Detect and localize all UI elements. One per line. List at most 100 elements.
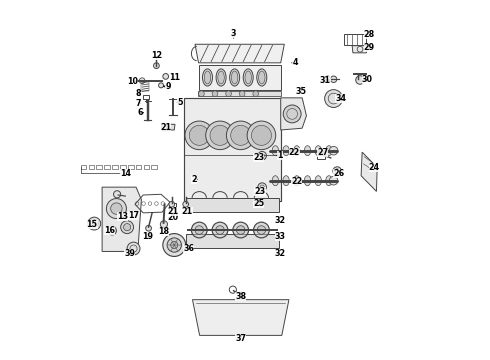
Text: 7: 7	[135, 99, 141, 108]
Ellipse shape	[304, 176, 311, 186]
Circle shape	[171, 242, 178, 249]
Circle shape	[253, 91, 259, 96]
Text: 21: 21	[182, 207, 193, 216]
Circle shape	[325, 76, 331, 82]
Text: 15: 15	[87, 220, 98, 229]
Ellipse shape	[204, 71, 211, 84]
Polygon shape	[186, 234, 279, 248]
Text: 23: 23	[254, 187, 266, 196]
Bar	[142, 81, 149, 91]
Bar	[343, 33, 366, 45]
Circle shape	[169, 202, 174, 207]
Text: 4: 4	[292, 58, 298, 67]
Circle shape	[163, 234, 186, 256]
Circle shape	[256, 199, 264, 206]
Circle shape	[127, 242, 140, 255]
Text: 12: 12	[151, 51, 162, 60]
Text: 14: 14	[120, 169, 131, 178]
Circle shape	[239, 91, 245, 96]
Bar	[136, 165, 142, 169]
Bar	[81, 165, 86, 169]
Text: 36: 36	[183, 244, 194, 253]
Circle shape	[247, 121, 276, 150]
Text: 32: 32	[274, 216, 286, 225]
Text: 16: 16	[104, 226, 116, 235]
Ellipse shape	[283, 176, 289, 186]
Circle shape	[231, 125, 251, 145]
Circle shape	[212, 222, 228, 238]
Polygon shape	[167, 124, 175, 130]
Bar	[104, 165, 110, 169]
Ellipse shape	[272, 176, 279, 186]
Ellipse shape	[294, 176, 300, 186]
Circle shape	[195, 226, 203, 234]
Circle shape	[226, 91, 231, 96]
Bar	[143, 95, 149, 99]
Bar	[169, 203, 176, 213]
Circle shape	[216, 226, 224, 234]
Ellipse shape	[315, 146, 321, 156]
Text: 24: 24	[369, 163, 380, 172]
Circle shape	[251, 125, 271, 145]
Bar	[144, 165, 149, 169]
Text: 28: 28	[364, 30, 375, 39]
Polygon shape	[281, 98, 306, 130]
Text: 6: 6	[138, 108, 144, 117]
Circle shape	[123, 224, 131, 231]
Text: 17: 17	[128, 211, 139, 220]
Circle shape	[283, 105, 301, 123]
Ellipse shape	[231, 71, 238, 84]
Text: 8: 8	[135, 89, 141, 98]
Circle shape	[253, 222, 270, 238]
Ellipse shape	[245, 71, 251, 84]
Text: 18: 18	[158, 227, 169, 236]
Ellipse shape	[283, 146, 289, 156]
Text: 21: 21	[160, 123, 172, 132]
Circle shape	[329, 147, 338, 155]
Ellipse shape	[216, 69, 226, 86]
Circle shape	[88, 217, 100, 230]
Circle shape	[210, 125, 230, 145]
Bar	[112, 165, 118, 169]
Text: 21: 21	[167, 207, 178, 216]
Circle shape	[212, 91, 218, 96]
Ellipse shape	[243, 69, 253, 86]
Ellipse shape	[294, 146, 300, 156]
Ellipse shape	[202, 69, 213, 86]
Text: 27: 27	[318, 148, 328, 157]
Circle shape	[192, 222, 207, 238]
Circle shape	[257, 226, 266, 234]
Circle shape	[114, 191, 121, 198]
Text: 2: 2	[192, 175, 197, 184]
Bar	[151, 165, 157, 169]
Circle shape	[198, 91, 204, 96]
Polygon shape	[352, 46, 367, 53]
Text: 10: 10	[127, 77, 138, 86]
Circle shape	[167, 238, 181, 252]
Ellipse shape	[272, 146, 279, 156]
Text: 19: 19	[142, 232, 153, 241]
Polygon shape	[102, 187, 142, 251]
Circle shape	[159, 83, 164, 88]
Circle shape	[108, 226, 117, 235]
Polygon shape	[184, 98, 281, 202]
Text: 23: 23	[253, 153, 264, 162]
Circle shape	[329, 176, 338, 185]
Circle shape	[226, 121, 255, 150]
Circle shape	[160, 221, 168, 228]
Bar	[128, 165, 134, 169]
Bar	[89, 165, 94, 169]
Ellipse shape	[259, 71, 265, 84]
Ellipse shape	[218, 71, 224, 84]
Ellipse shape	[230, 69, 240, 86]
Circle shape	[325, 90, 343, 108]
Text: 9: 9	[166, 82, 171, 91]
Text: 11: 11	[169, 73, 180, 82]
Text: 13: 13	[117, 212, 128, 221]
Polygon shape	[198, 91, 281, 96]
Polygon shape	[198, 65, 281, 90]
Polygon shape	[193, 300, 289, 336]
Bar	[317, 155, 325, 158]
Circle shape	[121, 221, 134, 234]
Text: 39: 39	[124, 249, 135, 258]
